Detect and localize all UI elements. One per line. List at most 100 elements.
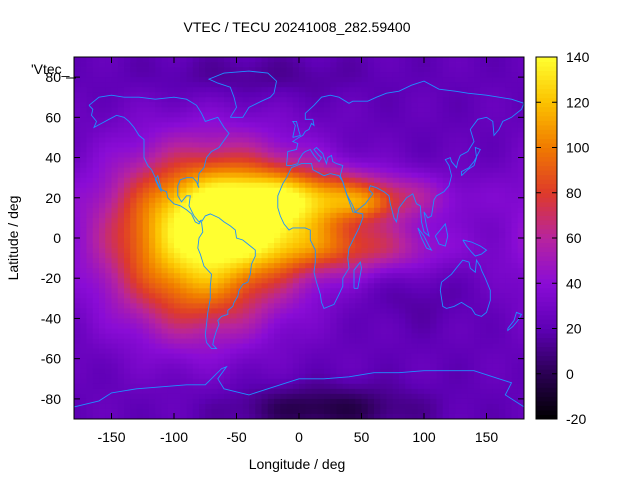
heatmap-cell bbox=[205, 388, 212, 395]
heatmap-cell bbox=[442, 132, 450, 138]
heatmap-cell bbox=[255, 373, 262, 380]
heatmap-cell bbox=[274, 202, 281, 209]
heatmap-cell bbox=[392, 398, 400, 405]
heatmap-cell bbox=[349, 212, 356, 219]
heatmap-cell bbox=[492, 393, 500, 400]
heatmap-cell bbox=[436, 263, 444, 269]
heatmap-cell bbox=[117, 358, 125, 365]
heatmap-cell bbox=[299, 243, 306, 249]
heatmap-cell bbox=[149, 278, 156, 284]
heatmap-cell bbox=[342, 393, 350, 400]
heatmap-cell bbox=[74, 353, 81, 360]
heatmap-cell bbox=[205, 353, 212, 360]
heatmap-cell bbox=[224, 177, 231, 184]
heatmap-cell bbox=[499, 147, 506, 153]
heatmap-cell bbox=[267, 227, 275, 234]
heatmap-cell bbox=[86, 283, 94, 289]
heatmap-cell bbox=[417, 348, 425, 355]
heatmap-cell bbox=[230, 313, 237, 319]
heatmap-cell bbox=[392, 222, 400, 229]
heatmap-cell bbox=[124, 62, 131, 68]
heatmap-cell bbox=[211, 408, 219, 415]
heatmap-cell bbox=[199, 87, 206, 93]
heatmap-cell bbox=[105, 328, 112, 334]
heatmap-cell bbox=[74, 378, 81, 385]
heatmap-cell bbox=[317, 157, 325, 163]
heatmap-cell bbox=[105, 92, 112, 98]
heatmap-cell bbox=[480, 222, 487, 229]
heatmap-cell bbox=[380, 398, 387, 405]
heatmap-cell bbox=[174, 182, 181, 189]
heatmap-cell bbox=[411, 268, 419, 274]
heatmap-cell bbox=[449, 167, 456, 174]
heatmap-cell bbox=[380, 258, 387, 264]
heatmap-cell bbox=[217, 398, 225, 405]
heatmap-cell bbox=[392, 142, 400, 148]
heatmap-cell bbox=[499, 87, 506, 93]
heatmap-cell bbox=[99, 142, 106, 148]
heatmap-cell bbox=[424, 288, 431, 294]
heatmap-cell bbox=[192, 107, 200, 113]
heatmap-cell bbox=[161, 403, 169, 410]
heatmap-cell bbox=[130, 102, 137, 108]
heatmap-cell bbox=[111, 162, 119, 169]
heatmap-cell bbox=[424, 147, 431, 153]
heatmap-cell bbox=[292, 308, 300, 314]
heatmap-cell bbox=[80, 202, 87, 209]
heatmap-cell bbox=[86, 62, 94, 68]
heatmap-cell bbox=[99, 217, 106, 224]
heatmap-cell bbox=[211, 217, 219, 224]
heatmap-cell bbox=[192, 288, 200, 294]
heatmap-cell bbox=[442, 293, 450, 299]
heatmap-cell bbox=[249, 238, 256, 244]
heatmap-cell bbox=[305, 57, 312, 63]
heatmap-cell bbox=[305, 77, 312, 83]
heatmap-cell bbox=[174, 167, 181, 174]
heatmap-cell bbox=[417, 298, 425, 304]
heatmap-cell bbox=[499, 82, 506, 88]
heatmap-cell bbox=[161, 147, 169, 153]
heatmap-cell bbox=[136, 202, 144, 209]
heatmap-cell bbox=[355, 268, 362, 274]
heatmap-cell bbox=[224, 273, 231, 279]
heatmap-cell bbox=[130, 232, 137, 239]
heatmap-cell bbox=[186, 112, 194, 118]
heatmap-cell bbox=[192, 348, 200, 355]
heatmap-cell bbox=[174, 97, 181, 103]
heatmap-cell bbox=[124, 192, 131, 199]
heatmap-cell bbox=[324, 408, 331, 415]
heatmap-cell bbox=[324, 358, 331, 365]
heatmap-cell bbox=[280, 127, 287, 133]
heatmap-cell bbox=[186, 248, 194, 254]
heatmap-cell bbox=[211, 328, 219, 334]
heatmap-cell bbox=[236, 268, 244, 274]
heatmap-cell bbox=[211, 318, 219, 324]
heatmap-cell bbox=[236, 283, 244, 289]
heatmap-cell bbox=[474, 333, 481, 339]
heatmap-cell bbox=[355, 338, 362, 344]
heatmap-cell bbox=[80, 248, 87, 254]
heatmap-cell bbox=[174, 152, 181, 158]
heatmap-cell bbox=[242, 333, 250, 339]
heatmap-cell bbox=[161, 293, 169, 299]
heatmap-cell bbox=[280, 343, 287, 350]
heatmap-cell bbox=[424, 232, 431, 239]
heatmap-cell bbox=[330, 333, 337, 339]
heatmap-cell bbox=[186, 358, 194, 365]
heatmap-cell bbox=[267, 162, 275, 169]
heatmap-cell bbox=[86, 212, 94, 219]
heatmap-cell bbox=[205, 227, 212, 234]
heatmap-cell bbox=[174, 323, 181, 329]
heatmap-cell bbox=[211, 268, 219, 274]
heatmap-cell bbox=[392, 227, 400, 234]
heatmap-cell bbox=[330, 353, 337, 360]
heatmap-cell bbox=[455, 303, 462, 309]
heatmap-cell bbox=[205, 102, 212, 108]
heatmap-cell bbox=[192, 192, 200, 199]
heatmap-cell bbox=[417, 72, 425, 78]
heatmap-cell bbox=[299, 358, 306, 365]
heatmap-cell bbox=[367, 373, 375, 380]
heatmap-cell bbox=[386, 313, 394, 319]
heatmap-cell bbox=[167, 393, 175, 400]
heatmap-cell bbox=[117, 383, 125, 390]
